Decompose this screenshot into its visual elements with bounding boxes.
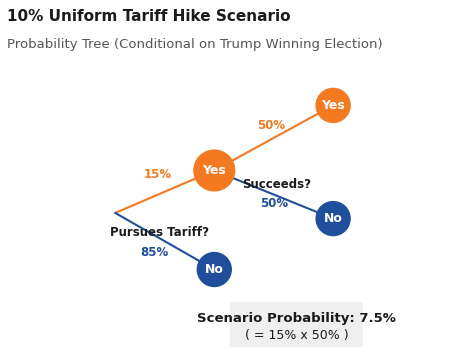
Text: Pursues Tariff?: Pursues Tariff?: [110, 226, 209, 239]
Circle shape: [194, 150, 235, 191]
Circle shape: [197, 252, 231, 286]
Text: 10% Uniform Tariff Hike Scenario: 10% Uniform Tariff Hike Scenario: [7, 9, 291, 24]
Text: Yes: Yes: [321, 99, 345, 112]
Text: Scenario Probability: 7.5%: Scenario Probability: 7.5%: [197, 312, 396, 325]
Text: No: No: [324, 212, 342, 225]
FancyBboxPatch shape: [230, 302, 363, 347]
Text: Succeeds?: Succeeds?: [243, 178, 312, 191]
Circle shape: [316, 202, 350, 236]
Text: 15%: 15%: [144, 168, 172, 181]
Text: 50%: 50%: [260, 197, 288, 209]
Circle shape: [316, 88, 350, 122]
Text: No: No: [205, 263, 224, 276]
Text: Probability Tree (Conditional on Trump Winning Election): Probability Tree (Conditional on Trump W…: [7, 38, 383, 50]
Text: Yes: Yes: [203, 164, 226, 177]
Text: 85%: 85%: [141, 246, 169, 259]
Text: ( = 15% x 50% ): ( = 15% x 50% ): [244, 329, 348, 342]
Text: 50%: 50%: [257, 119, 285, 132]
